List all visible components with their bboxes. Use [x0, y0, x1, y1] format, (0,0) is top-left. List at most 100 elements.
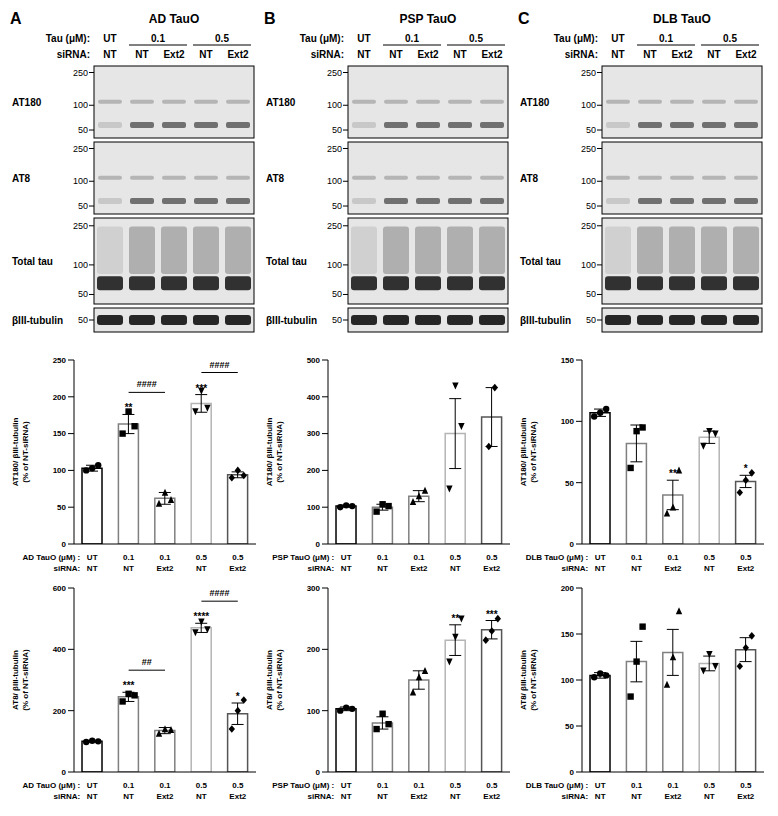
svg-text:100: 100 [581, 176, 596, 186]
svg-text:0.1: 0.1 [159, 553, 171, 562]
svg-text:AD TauO: AD TauO [149, 12, 199, 26]
svg-text:0.1: 0.1 [377, 553, 389, 562]
svg-text:Total tau: Total tau [266, 256, 307, 267]
svg-text:PSP TauO (μM) :: PSP TauO (μM) : [272, 781, 334, 790]
svg-text:0.5: 0.5 [723, 33, 737, 44]
svg-text:0: 0 [62, 768, 67, 777]
svg-text:0.5: 0.5 [215, 33, 229, 44]
svg-text:100: 100 [73, 176, 88, 186]
svg-text:NT: NT [196, 792, 207, 801]
svg-text:UT: UT [87, 553, 98, 562]
svg-text:NT: NT [199, 49, 212, 60]
svg-text:50: 50 [332, 125, 342, 135]
svg-text:Ext2: Ext2 [411, 792, 428, 801]
svg-text:50: 50 [78, 315, 88, 325]
svg-text:50: 50 [586, 289, 596, 299]
svg-text:####: #### [210, 360, 230, 370]
svg-text:250: 250 [581, 221, 596, 231]
svg-text:Ext2: Ext2 [157, 792, 174, 801]
svg-text:NT: NT [631, 564, 642, 573]
svg-text:100: 100 [327, 260, 342, 270]
svg-text:siRNA:: siRNA: [565, 49, 598, 60]
svg-text:Ext2: Ext2 [665, 564, 682, 573]
svg-text:NT: NT [357, 49, 370, 60]
svg-text:***: *** [486, 609, 498, 620]
svg-text:0: 0 [316, 768, 321, 777]
svg-text:Tau (μM):: Tau (μM): [554, 33, 598, 44]
svg-text:0.5: 0.5 [486, 553, 498, 562]
svg-text:Total tau: Total tau [12, 256, 53, 267]
svg-text:AT8/ βIII-tubulin: AT8/ βIII-tubulin [519, 650, 528, 710]
svg-text:AT8/ βIII-tubulin: AT8/ βIII-tubulin [265, 650, 274, 710]
svg-text:UT: UT [595, 781, 606, 790]
svg-text:0: 0 [62, 540, 67, 549]
svg-text:Ext2: Ext2 [737, 792, 754, 801]
svg-text:(% of NT-siRNA): (% of NT-siRNA) [529, 649, 538, 711]
svg-text:(% of NT-siRNA): (% of NT-siRNA) [21, 649, 30, 711]
svg-text:50: 50 [78, 125, 88, 135]
svg-text:##: ## [142, 657, 152, 667]
svg-text:50: 50 [332, 201, 342, 211]
svg-text:50: 50 [586, 201, 596, 211]
svg-text:150: 150 [561, 356, 575, 365]
svg-text:Ext2: Ext2 [483, 792, 500, 801]
svg-text:250: 250 [73, 144, 88, 154]
svg-text:50: 50 [332, 315, 342, 325]
svg-text:Ext2: Ext2 [227, 49, 249, 60]
svg-text:0.5: 0.5 [450, 781, 462, 790]
svg-text:NT: NT [196, 564, 207, 573]
svg-text:Ext2: Ext2 [163, 49, 185, 60]
svg-text:Tau (μM):: Tau (μM): [46, 33, 90, 44]
svg-text:NT: NT [450, 564, 461, 573]
svg-text:AT180: AT180 [266, 97, 296, 108]
svg-text:AT180/ βIII-tubulin: AT180/ βIII-tubulin [11, 418, 20, 487]
svg-text:####: #### [137, 379, 157, 389]
svg-text:Ext2: Ext2 [671, 49, 693, 60]
svg-text:**: ** [669, 468, 677, 479]
svg-text:(% of NT-siRNA): (% of NT-siRNA) [21, 421, 30, 483]
svg-text:0.1: 0.1 [667, 553, 679, 562]
svg-text:250: 250 [327, 221, 342, 231]
svg-text:100: 100 [307, 707, 321, 716]
svg-text:100: 100 [561, 676, 575, 685]
svg-text:0: 0 [570, 768, 575, 777]
svg-text:AT180/ βIII-tubulin: AT180/ βIII-tubulin [265, 418, 274, 487]
svg-text:AT180: AT180 [12, 97, 42, 108]
svg-text:0.5: 0.5 [740, 553, 752, 562]
svg-text:NT: NT [135, 49, 148, 60]
svg-text:DLB TauO (μM) :: DLB TauO (μM) : [526, 781, 589, 790]
svg-text:siRNA:: siRNA: [54, 564, 81, 573]
svg-text:NT: NT [341, 564, 352, 573]
svg-text:0.1: 0.1 [667, 781, 679, 790]
svg-text:Ext2: Ext2 [157, 564, 174, 573]
svg-text:(% of NT-siRNA): (% of NT-siRNA) [275, 649, 284, 711]
svg-text:PSP TauO: PSP TauO [400, 12, 457, 26]
svg-text:250: 250 [327, 68, 342, 78]
svg-text:600: 600 [53, 584, 67, 593]
svg-text:UT: UT [341, 553, 352, 562]
svg-text:siRNA:: siRNA: [311, 49, 344, 60]
svg-text:0.5: 0.5 [704, 553, 716, 562]
svg-text:Tau (μM):: Tau (μM): [300, 33, 344, 44]
svg-text:400: 400 [53, 645, 67, 654]
svg-text:0.1: 0.1 [405, 33, 419, 44]
svg-text:250: 250 [73, 221, 88, 231]
svg-text:AT8: AT8 [12, 173, 31, 184]
svg-text:NT: NT [377, 792, 388, 801]
svg-text:NT: NT [87, 792, 98, 801]
svg-text:Ext2: Ext2 [417, 49, 439, 60]
svg-text:NT: NT [87, 564, 98, 573]
svg-text:0.5: 0.5 [196, 553, 208, 562]
svg-text:0.1: 0.1 [659, 33, 673, 44]
svg-text:100: 100 [327, 100, 342, 110]
svg-text:50: 50 [565, 722, 574, 731]
svg-text:βIII-tubulin: βIII-tubulin [12, 315, 63, 326]
svg-text:siRNA:: siRNA: [308, 792, 335, 801]
svg-text:Ext2: Ext2 [665, 792, 682, 801]
svg-text:0.5: 0.5 [196, 781, 208, 790]
svg-text:0.1: 0.1 [413, 553, 425, 562]
svg-text:50: 50 [586, 125, 596, 135]
svg-text:βIII-tubulin: βIII-tubulin [266, 315, 317, 326]
svg-text:**: ** [452, 613, 460, 624]
svg-text:50: 50 [57, 503, 66, 512]
